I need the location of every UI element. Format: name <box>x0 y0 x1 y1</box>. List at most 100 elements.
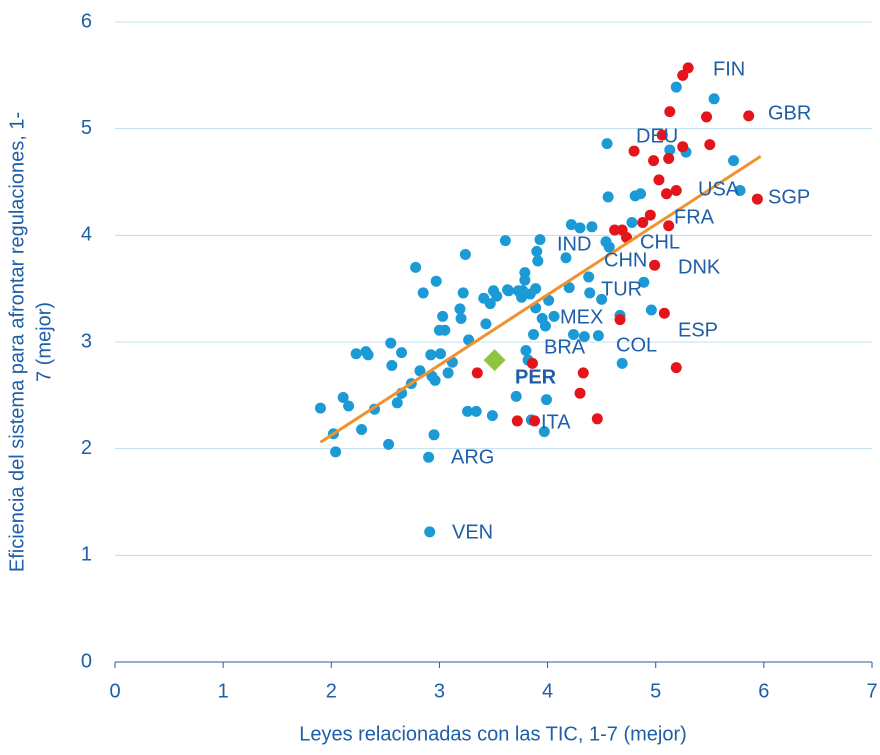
point <box>314 402 326 414</box>
point <box>614 314 626 326</box>
point <box>520 345 532 357</box>
point-label: SGP <box>768 186 810 208</box>
point <box>609 224 621 236</box>
point <box>503 285 515 297</box>
point <box>543 294 555 306</box>
y-tick-label: 3 <box>81 330 92 352</box>
point-label: ESP <box>678 319 718 341</box>
point <box>728 155 740 167</box>
point-label: VEN <box>452 521 493 543</box>
point <box>396 347 408 359</box>
point <box>670 185 682 197</box>
point <box>459 249 471 261</box>
point <box>670 81 682 93</box>
x-tick-label: 3 <box>434 680 445 702</box>
point <box>425 349 437 361</box>
point <box>511 415 523 427</box>
x-tick-label: 7 <box>866 680 877 702</box>
point <box>486 410 498 422</box>
point <box>454 303 466 315</box>
point <box>663 153 675 165</box>
point-label: MEX <box>560 306 603 328</box>
point <box>626 217 638 229</box>
y-tick-label: 2 <box>81 437 92 459</box>
point <box>637 217 649 229</box>
point <box>677 141 689 153</box>
point <box>664 106 676 118</box>
point <box>548 310 560 322</box>
point <box>439 324 451 336</box>
point <box>574 387 586 399</box>
point <box>574 222 586 234</box>
y-axis-label: 7 (mejor) <box>33 302 55 382</box>
point <box>350 348 362 360</box>
point <box>661 188 673 200</box>
x-tick-label: 4 <box>542 680 553 702</box>
point <box>644 209 656 221</box>
point <box>638 276 650 288</box>
point <box>616 357 628 369</box>
point <box>442 367 454 379</box>
x-tick-label: 0 <box>109 680 120 702</box>
point <box>596 293 608 305</box>
point <box>682 62 694 74</box>
point <box>670 362 682 374</box>
point <box>701 111 713 123</box>
trend-line <box>319 155 762 444</box>
point <box>429 374 441 386</box>
point <box>591 413 603 425</box>
y-tick-label: 0 <box>81 650 92 672</box>
point <box>437 310 449 322</box>
y-tick-label: 1 <box>81 544 92 566</box>
point <box>653 174 665 186</box>
point <box>531 245 543 257</box>
point-label: GBR <box>768 102 811 124</box>
point <box>414 365 426 377</box>
point <box>578 331 590 343</box>
point <box>584 287 596 299</box>
point <box>628 145 640 157</box>
point <box>337 391 349 403</box>
point <box>565 219 577 231</box>
point <box>592 330 604 342</box>
point <box>583 271 595 283</box>
point <box>635 188 647 200</box>
point-label: ITA <box>541 411 571 433</box>
point <box>499 235 511 247</box>
point-label: FRA <box>674 206 715 228</box>
point <box>417 287 429 299</box>
point <box>410 261 422 273</box>
point <box>603 241 615 253</box>
point <box>708 93 720 105</box>
point <box>428 429 440 441</box>
point-label: COL <box>616 334 657 356</box>
point-label: PER <box>515 366 557 388</box>
point-label: CHL <box>640 231 680 253</box>
point <box>526 357 538 369</box>
point <box>563 282 575 294</box>
point-label: BRA <box>544 336 586 358</box>
point <box>510 390 522 402</box>
point <box>471 367 483 379</box>
point <box>529 415 541 427</box>
y-tick-label: 5 <box>81 117 92 139</box>
point <box>455 313 467 325</box>
point <box>568 329 580 341</box>
point <box>601 138 613 150</box>
point <box>648 155 660 167</box>
point <box>385 337 397 349</box>
point <box>383 438 395 450</box>
point <box>664 144 676 156</box>
point <box>645 304 657 316</box>
point <box>470 405 482 417</box>
x-axis-label: Leyes relacionadas con las TIC, 1-7 (mej… <box>299 723 687 745</box>
point <box>356 423 368 435</box>
point <box>577 367 589 379</box>
point <box>491 290 503 302</box>
point-label: FIN <box>713 58 745 80</box>
point <box>330 446 342 458</box>
y-axis-label: Eficiencia del sistema para afrontar reg… <box>6 112 28 572</box>
point <box>649 259 661 271</box>
point <box>656 129 668 141</box>
